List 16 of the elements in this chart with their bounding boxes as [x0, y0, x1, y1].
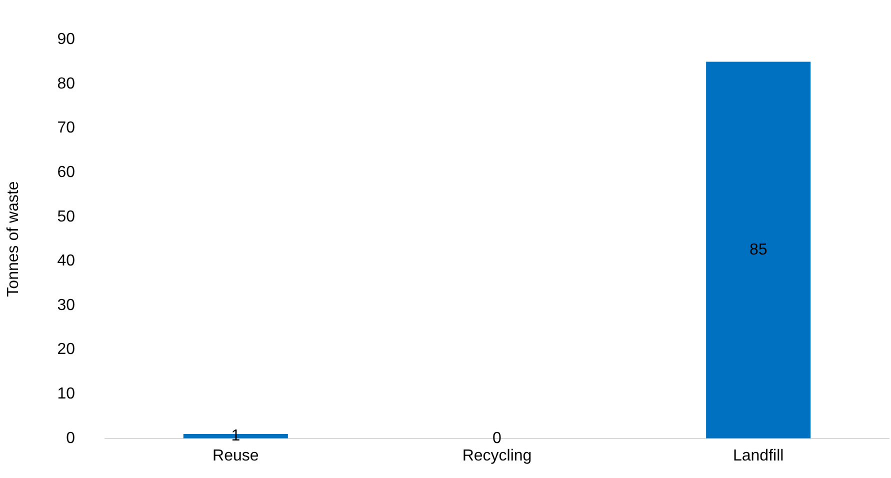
y-tick-label: 80: [57, 75, 76, 92]
x-tick-label: Landfill: [732, 447, 784, 464]
y-tick-label: 70: [57, 120, 76, 137]
y-tick-label: 60: [57, 164, 76, 181]
y-tick-label: 40: [57, 252, 76, 270]
y-tick-label: 10: [57, 385, 76, 402]
y-tick-label: 20: [57, 341, 76, 358]
y-tick-label: 50: [57, 208, 76, 226]
x-tick-label: Reuse: [212, 447, 259, 464]
y-tick-label: 90: [57, 31, 76, 48]
y-axis-title: Tonnes of waste: [5, 181, 22, 297]
data-label: 0: [492, 430, 502, 447]
data-label: 85: [749, 241, 768, 258]
x-tick-label: Recycling: [462, 447, 532, 464]
y-tick-label: 30: [57, 296, 76, 314]
y-tick-label: 0: [66, 430, 76, 447]
